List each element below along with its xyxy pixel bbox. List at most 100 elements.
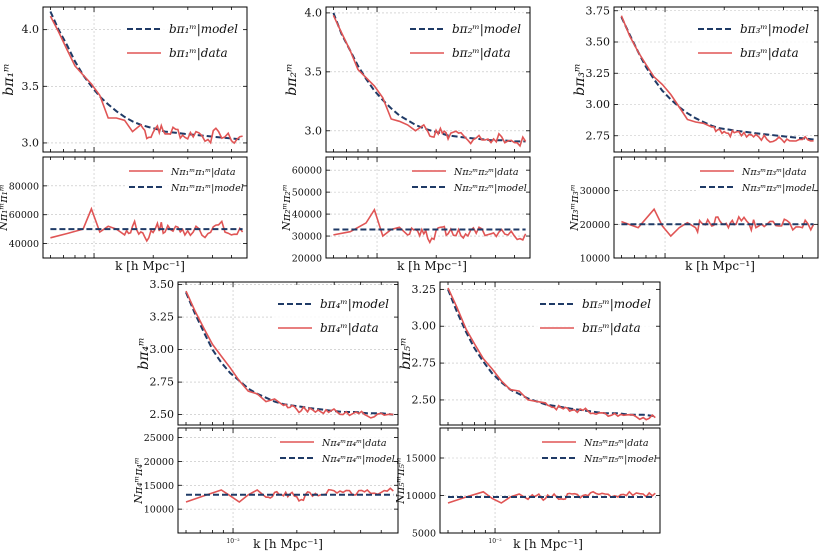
panel-pi2: 3.0 3.5 4.0 bπ₂ᵐ bπ₂ᵐ|model bπ₂ᵐ|data 20000 300… bbox=[280, 6, 531, 273]
pi2-top-legend-bg bbox=[406, 13, 526, 63]
pi4-bottom-series-data bbox=[185, 487, 394, 503]
pi4-x-minor-label: 10⁻² bbox=[226, 538, 240, 545]
pi4-top-ytick-label: 3.50 bbox=[150, 278, 175, 291]
pi5-bottom-series-data bbox=[447, 490, 656, 504]
pi4-top-ylabel: bπ₄ᵐ bbox=[136, 337, 152, 369]
pi1-top-legend-label-data: bπ₁ᵐ|data bbox=[169, 46, 228, 60]
pi2-top-ytick-label: 3.0 bbox=[305, 124, 323, 137]
pi4-top-axes: 2.50 2.75 3.00 3.25 3.50 bπ₄ᵐ bπ₄ᵐ|model bπ₄ᵐ|d… bbox=[136, 278, 399, 426]
pi2-bottom-series-data bbox=[333, 207, 527, 245]
pi1-top-ytick-label: 3.0 bbox=[22, 136, 40, 149]
pi5-bottom-ytick-label: 10000 bbox=[406, 491, 436, 502]
pi2-bottom-ytick-label: 20000 bbox=[292, 254, 322, 265]
pi2-top-axes: 3.0 3.5 4.0 bπ₂ᵐ bπ₂ᵐ|model bπ₂ᵐ|data bbox=[284, 6, 531, 153]
pi4-top-ytick-label: 3.00 bbox=[150, 343, 175, 356]
pi1-bottom-legend: Nπ₁ᵐπ₁ᵐ|data Nπ₁ᵐπ₁ᵐ|model bbox=[125, 159, 244, 194]
pi1-bottom-ytick-label: 40000 bbox=[9, 239, 39, 250]
pi3-top-ytick-label: 3.75 bbox=[586, 4, 611, 17]
pi2-bottom-legend-bg bbox=[408, 159, 526, 193]
pi2-top-ytick-label: 3.5 bbox=[305, 65, 323, 78]
pi5-bottom-axes: 50001000015000Nπ₅ᵐπ₅ᵐNπ₅ᵐπ₅ᵐ|dataNπ₅ᵐπ₅ᵐ… bbox=[394, 427, 661, 540]
pi3-bottom-ytick-label: 10000 bbox=[580, 254, 610, 265]
pi1-top-ylabel: bπ₁ᵐ bbox=[1, 63, 17, 95]
pi2-bottom-frame bbox=[325, 156, 531, 259]
pi4-bottom-legend-label-data: Nπ₄ᵐπ₄ᵐ|data bbox=[321, 438, 387, 449]
pi2-bottom-axes: 20000 30000 40000 50000 60000 Nπ₂ᵐπ₂ᵐ Nπ₂ᵐπ₂ᵐ|… bbox=[280, 156, 531, 265]
pi1-top-ytick-label: 4.0 bbox=[22, 23, 40, 36]
panel-pi5: 2.50 2.75 3.00 3.25 bπ₅ᵐ bπ₅ᵐ|model bπ₅ᵐ|data 5… bbox=[394, 281, 661, 551]
pi4-top-ytick-label: 2.75 bbox=[150, 376, 175, 389]
pi1-top-legend-label-model: bπ₁ᵐ|model bbox=[169, 22, 238, 36]
pi5-bottom-legend-bg bbox=[538, 430, 656, 464]
pi3-top-legend-label-model: bπ₃ᵐ|model bbox=[740, 22, 809, 36]
pi3-top-ytick-label: 3.25 bbox=[586, 67, 611, 80]
pi5-bottom-legend-label-data: Nπ₅ᵐπ₅ᵐ|data bbox=[583, 438, 649, 449]
pi4-top-legend-label-model: bπ₄ᵐ|model bbox=[320, 297, 389, 311]
pi3-bottom-legend-label-model: Nπ₃ᵐπ₃ᵐ|model bbox=[741, 183, 815, 194]
pi1-bottom-frame bbox=[42, 156, 248, 259]
pi1-bottom-ytick-label: 80000 bbox=[9, 181, 39, 192]
pi2-bottom-legend: Nπ₂ᵐπ₂ᵐ|data Nπ₂ᵐπ₂ᵐ|model bbox=[408, 159, 527, 194]
pi1-top-series-data bbox=[49, 15, 243, 145]
pi2-top-legend: bπ₂ᵐ|model bπ₂ᵐ|data bbox=[406, 13, 526, 63]
pi3-bottom-legend: Nπ₃ᵐπ₃ᵐ|data Nπ₃ᵐπ₃ᵐ|model bbox=[696, 159, 815, 194]
pi2-bottom-legend-label-model: Nπ₂ᵐπ₂ᵐ|model bbox=[453, 183, 527, 194]
pi2-top-ytick-label: 4.0 bbox=[305, 6, 323, 19]
pi4-bottom-axes: 10000150002000025000Nπ₄ᵐπ₄ᵐNπ₄ᵐπ₄ᵐ|dataN… bbox=[132, 427, 399, 534]
pi5-bottom-ytick-label: 5000 bbox=[412, 529, 436, 540]
pi1-bottom-ytick-label: 60000 bbox=[9, 210, 39, 221]
pi5-top-ytick-label: 3.00 bbox=[412, 320, 437, 333]
pi1-top-legend: bπ₁ᵐ|model bπ₁ᵐ|data bbox=[123, 13, 243, 63]
pi5-top-legend-label-data: bπ₅ᵐ|data bbox=[582, 321, 641, 335]
panel-pi4: 2.50 2.75 3.00 3.25 3.50 bπ₄ᵐ bπ₄ᵐ|model bπ₄ᵐ|d… bbox=[132, 278, 399, 551]
pi2-bottom-ytick-label: 50000 bbox=[292, 188, 322, 199]
pi1-top-ytick-label: 3.5 bbox=[22, 80, 40, 93]
pi3-bottom-axes: 100002000030000Nπ₃ᵐπ₃ᵐNπ₃ᵐπ₃ᵐ|dataNπ₃ᵐπ₃… bbox=[568, 156, 819, 265]
pi4-top-frame bbox=[177, 281, 399, 426]
pi5-top-ylabel: bπ₅ᵐ bbox=[398, 337, 414, 369]
panel-pi3: 2.75 3.00 3.25 3.50 3.75 bπ₃ᵐ bπ₃ᵐ|model bπ₃ᵐ|d… bbox=[568, 4, 819, 273]
pi5-top-series-data bbox=[447, 287, 656, 421]
pi5-bottom-frame bbox=[439, 427, 661, 534]
pi2-bottom-ytick-label: 40000 bbox=[292, 210, 322, 221]
pi5-top-axes: 2.50 2.75 3.00 3.25 bπ₅ᵐ bπ₅ᵐ|model bπ₅ᵐ|data bbox=[398, 281, 661, 426]
pi4-bottom-ytick-label: 20000 bbox=[144, 457, 174, 468]
pi1-bottom-legend-label-data: Nπ₁ᵐπ₁ᵐ|data bbox=[170, 167, 236, 178]
pi5-top-ytick-label: 2.75 bbox=[412, 357, 437, 370]
pi2-xlabel: k [h Mpc⁻¹] bbox=[397, 259, 467, 273]
pi3-bottom-frame bbox=[613, 156, 819, 259]
pi1-top-frame bbox=[42, 6, 248, 153]
pi1-bottom-series-data bbox=[50, 206, 244, 243]
pi4-bottom-legend-bg bbox=[276, 430, 394, 464]
pi3-top-series-data bbox=[620, 15, 814, 144]
pi3-top-axes: 2.75 3.00 3.25 3.50 3.75 bπ₃ᵐ bπ₃ᵐ|model bπ₃ᵐ|d… bbox=[572, 4, 819, 153]
pi3-top-ytick-label: 3.00 bbox=[586, 98, 611, 111]
pi3-top-ytick-label: 2.75 bbox=[586, 129, 611, 142]
pi3-top-legend: bπ₃ᵐ|model bπ₃ᵐ|data bbox=[694, 13, 814, 63]
pi3-top-series-model bbox=[620, 16, 814, 141]
pi4-top-series-model bbox=[185, 292, 394, 416]
pi3-top-ytick-label: 3.50 bbox=[586, 36, 611, 49]
pi4-xlabel: k [h Mpc⁻¹] bbox=[253, 537, 323, 551]
pi4-bottom-ytick-label: 15000 bbox=[144, 481, 174, 492]
pi2-bottom-legend-label-data: Nπ₂ᵐπ₂ᵐ|data bbox=[453, 167, 519, 178]
pi4-bottom-ytick-label: 25000 bbox=[144, 433, 174, 444]
pi4-bottom-legend: Nπ₄ᵐπ₄ᵐ|data Nπ₄ᵐπ₄ᵐ|model bbox=[276, 430, 395, 465]
pi5-xlabel: k [h Mpc⁻¹] bbox=[513, 537, 583, 551]
pi5-top-legend-bg bbox=[536, 288, 656, 338]
pi5-x-minor-label: 10⁻² bbox=[488, 538, 502, 545]
pi3-top-ylabel: bπ₃ᵐ bbox=[572, 63, 588, 95]
pi4-top-series-data bbox=[185, 290, 394, 419]
pi3-xlabel: k [h Mpc⁻¹] bbox=[685, 259, 755, 273]
pi3-top-frame bbox=[613, 6, 819, 153]
pi5-bottom-legend-label-model: Nπ₅ᵐπ₅ᵐ|model bbox=[583, 454, 657, 465]
pi5-bottom-ylabel: Nπ₅ᵐπ₅ᵐ bbox=[394, 457, 407, 504]
pi4-bottom-ytick-label: 10000 bbox=[144, 505, 174, 516]
pi2-top-ylabel: bπ₂ᵐ bbox=[284, 63, 300, 95]
pi3-bottom-series-data bbox=[621, 207, 815, 238]
pi1-bottom-ylabel: Nπ₁ᵐπ₁ᵐ bbox=[0, 184, 10, 231]
pi5-bottom-legend: Nπ₅ᵐπ₅ᵐ|data Nπ₅ᵐπ₅ᵐ|model bbox=[538, 430, 657, 465]
pi1-bottom-legend-label-model: Nπ₁ᵐπ₁ᵐ|model bbox=[170, 183, 244, 194]
pi1-top-legend-bg bbox=[123, 13, 243, 63]
